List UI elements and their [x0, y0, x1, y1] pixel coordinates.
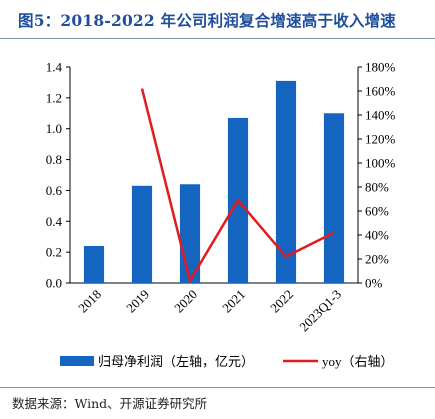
left-tick-label: 0.8: [46, 152, 62, 167]
right-tick-label: 80%: [365, 180, 389, 195]
left-tick-label: 1.2: [46, 90, 62, 105]
x-tick-label: 2019: [123, 287, 152, 316]
right-tick-label: 120%: [365, 132, 396, 147]
x-tick-label: 2020: [171, 287, 200, 316]
x-tick-label: 2023Q1-3: [296, 287, 344, 335]
left-tick-label: 1.0: [46, 121, 62, 136]
bottom-divider: [0, 387, 435, 388]
right-tick-label: 100%: [365, 156, 396, 171]
legend-bar-label: 归母净利润（左轴，亿元）: [98, 354, 254, 369]
right-tick-label: 60%: [365, 204, 389, 219]
left-tick-label: 0.4: [46, 214, 63, 229]
yoy-line: [140, 88, 335, 284]
right-tick-label: 40%: [365, 228, 389, 243]
title-divider: [0, 38, 435, 39]
chart-title: 图5：2018-2022 年公司利润复合增速高于收入增速: [18, 11, 396, 30]
bar-mark: [131, 185, 153, 283]
right-tick-label: 180%: [365, 60, 396, 75]
x-tick-label: 2022: [267, 287, 296, 316]
right-tick-label: 160%: [365, 84, 396, 99]
bar-mark: [275, 80, 297, 283]
legend-bar-swatch: [60, 356, 94, 366]
x-tick-label: 2018: [75, 287, 104, 316]
left-tick-label: 0.0: [46, 276, 62, 291]
left-tick-label: 0.6: [46, 183, 63, 198]
chart-svg: 0.0 0.2 0.4 0.6 0.8 1.0 1.2 1.4 0% 20% 40% 60% 80% 10…: [46, 60, 396, 370]
right-tick-label: 140%: [365, 108, 396, 123]
right-tick-label: 20%: [365, 252, 389, 267]
bar-mark: [83, 245, 105, 283]
source-note: 数据来源：Wind、开源证券研究所: [12, 396, 208, 411]
bar-mark: [323, 113, 345, 284]
title-bar: 图5：2018-2022 年公司利润复合增速高于收入增速: [0, 0, 435, 40]
x-tick-label: 2021: [219, 287, 248, 316]
chart-area: 0.0 0.2 0.4 0.6 0.8 1.0 1.2 1.4 0% 20% 40% 60% 80% 10…: [0, 40, 435, 388]
legend-line-label: yoy（右轴）: [322, 354, 394, 369]
left-tick-label: 0.2: [46, 245, 62, 260]
right-tick-label: 0%: [365, 276, 383, 291]
left-tick-label: 1.4: [46, 60, 63, 75]
